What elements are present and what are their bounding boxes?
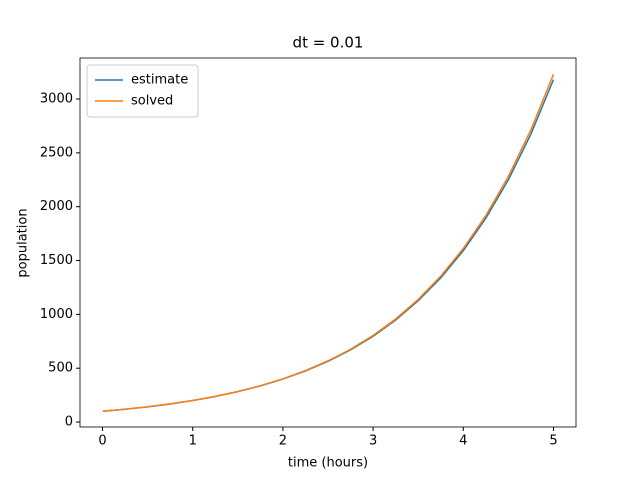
y-tick-label: 2000 (40, 199, 73, 214)
y-tick-label: 0 (65, 415, 73, 430)
legend-label: solved (131, 94, 173, 109)
y-tick-label: 3000 (40, 92, 73, 107)
legend-box (86, 64, 199, 118)
line-series (102, 74, 555, 413)
chart-title: dt = 0.01 (293, 34, 364, 52)
x-tick-label: 5 (549, 434, 557, 449)
x-tick-label: 1 (189, 434, 197, 449)
x-tick-label: 0 (98, 434, 106, 449)
y-tick-label: 2500 (40, 145, 73, 160)
x-tick-label: 2 (279, 434, 287, 449)
x-tick-label: 3 (369, 434, 377, 449)
y-tick-label: 1000 (40, 307, 73, 322)
y-axis-label: population (16, 208, 31, 277)
y-tick-label: 500 (48, 361, 73, 376)
y-tick-label: 1500 (40, 253, 73, 268)
x-axis-label: time (hours) (288, 456, 368, 471)
x-tick-label: 4 (459, 434, 467, 449)
plot-frame (79, 57, 577, 428)
legend-label: estimate (131, 73, 188, 88)
